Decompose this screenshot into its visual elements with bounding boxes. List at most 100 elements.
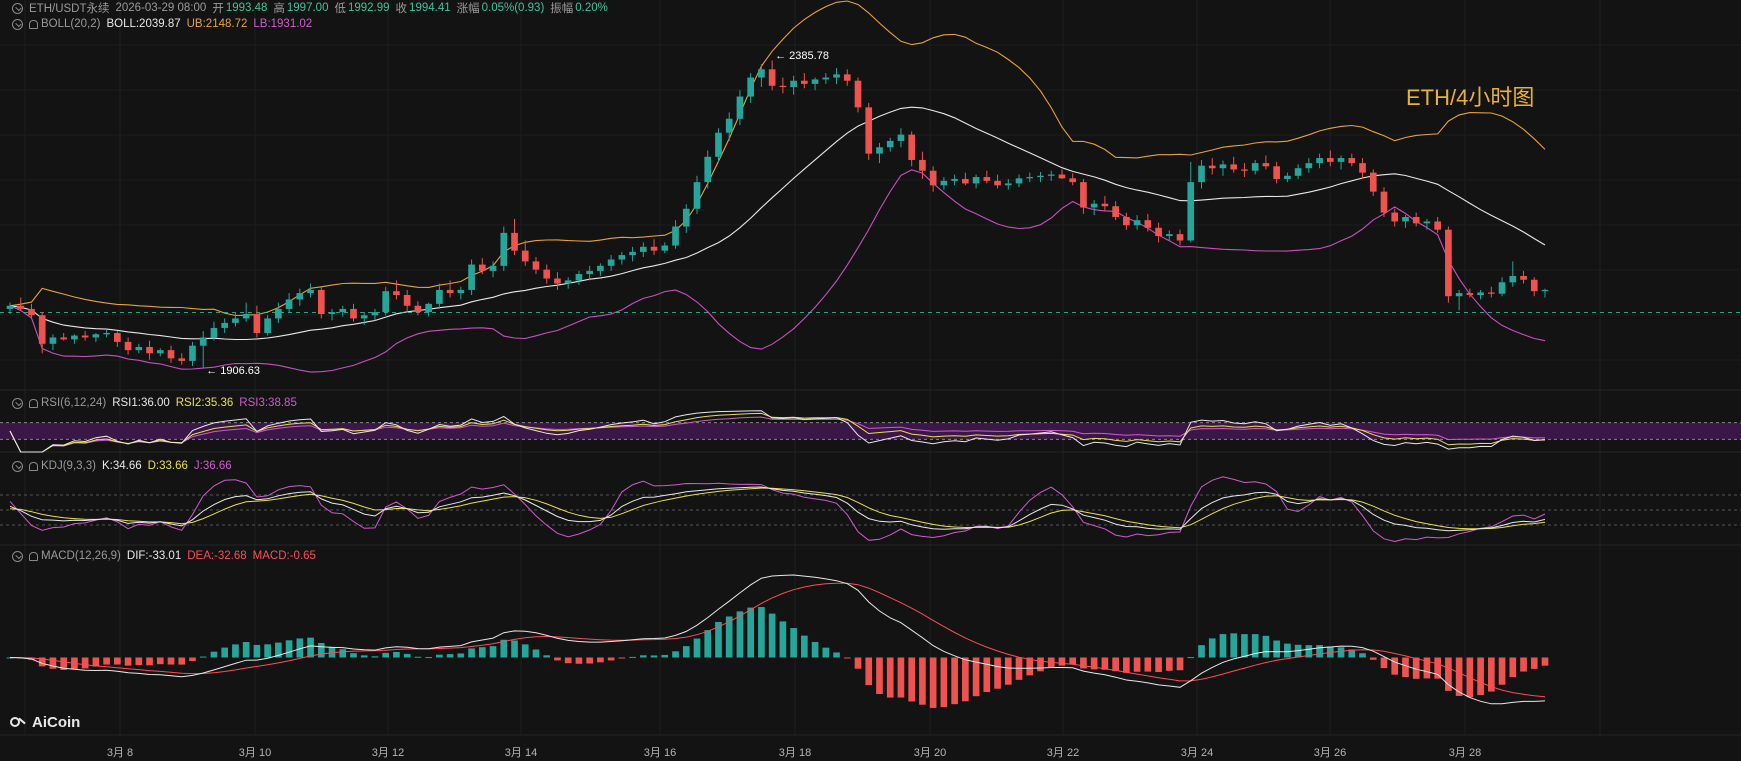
candle-body (564, 280, 572, 284)
eye-toggle-icon[interactable] (12, 550, 23, 562)
change-label: 涨幅 (456, 3, 480, 15)
macd-bar (1080, 657, 1087, 669)
eye-toggle-icon[interactable] (12, 18, 23, 30)
candle-body (393, 291, 400, 295)
candle-body (17, 305, 25, 309)
candle-body (81, 335, 89, 338)
macd-bar (1251, 634, 1259, 658)
candle-body (1488, 292, 1495, 294)
macd-bar (393, 651, 400, 658)
price-header: ETH/USDT永续 2026-03-29 08:00 开 1993.48 高 19… (12, 0, 614, 16)
x-tick-label: 3月 28 (1448, 747, 1482, 759)
macd-bar (371, 656, 379, 658)
boll-mid-value: BOLL:2039.87 (106, 18, 181, 30)
candle-body (801, 80, 808, 84)
candle-body (607, 259, 615, 266)
candle-body (382, 291, 390, 313)
bell-icon[interactable] (29, 19, 38, 29)
kdj-name[interactable]: KDJ(9,3,3) (41, 460, 96, 472)
macd-bar (736, 611, 744, 658)
candle-body (1165, 234, 1173, 237)
bell-icon[interactable] (29, 551, 38, 561)
candle-body (1133, 220, 1141, 226)
macd-bar (1402, 657, 1409, 678)
candle-body (672, 226, 679, 246)
macd-bar (951, 657, 958, 705)
macd-bar (661, 654, 669, 658)
candle-body (264, 318, 271, 334)
candle-body (135, 346, 143, 351)
low-label: 低 (334, 3, 346, 15)
candle-body (1294, 168, 1302, 176)
rsi-name[interactable]: RSI(6,12,24) (41, 397, 107, 409)
macd-bar (725, 616, 733, 658)
eye-toggle-icon[interactable] (12, 397, 23, 409)
macd-bar (1477, 657, 1484, 696)
symbol-label[interactable]: ETH/USDT永续 (29, 3, 110, 15)
bell-icon[interactable] (29, 398, 38, 408)
macd-bar (597, 657, 604, 663)
macd-bar (425, 657, 432, 659)
macd-bar (210, 651, 218, 658)
candle-body (457, 289, 465, 294)
macd-bar (1208, 638, 1216, 658)
candle-body (360, 315, 368, 319)
macd-bar (1369, 657, 1377, 660)
open-value: 1993.48 (225, 2, 268, 14)
candle-body (768, 69, 776, 86)
candle-body (1144, 220, 1152, 228)
macd-bar (779, 621, 787, 658)
high-annotation: ← 2385.78 (775, 50, 829, 63)
macd-bar (1520, 657, 1527, 672)
candle-body (1015, 178, 1023, 184)
candle-body (478, 264, 486, 271)
macd-bar (114, 657, 121, 665)
candle-body (156, 350, 164, 354)
macd-name[interactable]: MACD(12,26,9) (41, 550, 121, 562)
candle-body (543, 269, 551, 279)
candle-body (232, 318, 239, 323)
candle-body (1326, 158, 1334, 162)
candle-body (1251, 163, 1259, 171)
candle-body (296, 293, 304, 300)
macd-bar (693, 638, 701, 658)
candle-body (1412, 217, 1420, 224)
macd-bar (811, 641, 819, 658)
macd-bar (886, 657, 894, 698)
macd-bar (1101, 657, 1109, 670)
rsi1-line (9, 410, 1546, 453)
macd-bar (672, 651, 679, 658)
boll-name[interactable]: BOLL(20,2) (41, 18, 101, 30)
boll-lb-value: LB:1931.02 (253, 18, 313, 30)
candle-body (414, 305, 422, 313)
macd-bar (156, 657, 164, 665)
macd-bar (446, 654, 454, 658)
candle-body (1337, 158, 1345, 162)
candle-body (639, 246, 647, 252)
bell-icon[interactable] (29, 461, 38, 471)
candle-body (833, 74, 840, 78)
macd-bar (1488, 657, 1495, 692)
macd-bar (1187, 657, 1195, 659)
candle-body (60, 337, 67, 340)
eye-toggle-icon[interactable] (12, 2, 23, 14)
candle-body (1187, 182, 1195, 241)
x-tick-label: 3月 10 (238, 747, 272, 759)
candle-body (919, 159, 926, 171)
macd-bar (1434, 657, 1441, 679)
x-tick-label: 3月 16 (643, 747, 677, 759)
macd-bar (768, 613, 776, 658)
eye-toggle-icon[interactable] (12, 460, 23, 472)
macd-bar (639, 655, 647, 658)
macd-bar (317, 643, 325, 658)
candle-body (843, 74, 851, 81)
macd-hist-value: MACD:-0.65 (252, 550, 316, 562)
candle-body (865, 107, 873, 154)
macd-bar (1004, 657, 1012, 685)
rsi3-line (9, 416, 1546, 453)
macd-bar (586, 657, 593, 664)
candle-body (328, 312, 336, 314)
macd-bar (1348, 649, 1356, 658)
candle-body (725, 118, 733, 133)
